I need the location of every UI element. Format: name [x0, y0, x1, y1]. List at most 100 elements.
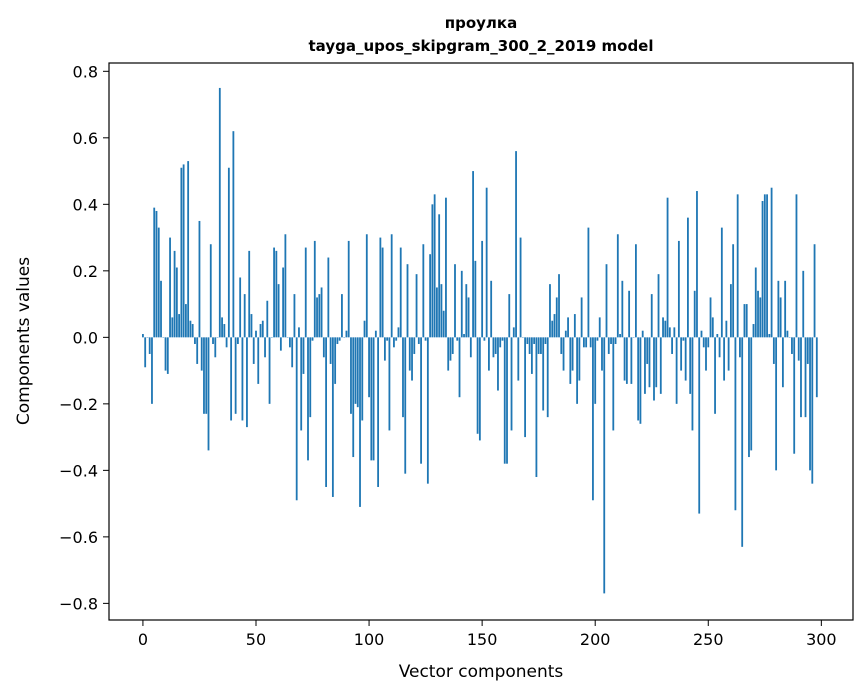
bar-239: [682, 337, 685, 341]
bar-236: [675, 337, 678, 404]
bar-55: [266, 300, 269, 338]
bar-13: [171, 317, 174, 338]
bar-293: [804, 337, 807, 418]
x-tick-label: 150: [467, 630, 498, 649]
bar-268: [748, 337, 750, 458]
bar-31: [212, 337, 214, 344]
bar-73: [307, 337, 309, 461]
bar-261: [732, 244, 735, 338]
bar-11: [166, 337, 169, 374]
bar-256: [720, 227, 723, 338]
x-tick-label: 0: [138, 630, 148, 649]
bar-34: [218, 87, 221, 338]
bar-79: [320, 287, 323, 338]
bar-141: [460, 270, 463, 338]
bar-51: [257, 337, 260, 384]
bar-25: [198, 220, 201, 338]
bar-80: [322, 337, 325, 358]
bar-102: [372, 337, 375, 461]
bar-284: [784, 280, 787, 338]
bar-287: [791, 337, 793, 354]
bar-46: [246, 337, 248, 428]
bar-258: [725, 320, 728, 338]
bar-274: [761, 201, 764, 338]
bar-166: [517, 337, 520, 381]
bar-183: [555, 297, 558, 338]
bar-58: [273, 247, 275, 338]
bar-series: [142, 87, 818, 594]
bar-255: [718, 337, 721, 358]
bar-76: [313, 240, 316, 338]
x-tick-label: 50: [246, 630, 266, 649]
y-tick-label: 0.8: [73, 62, 98, 81]
bar-224: [648, 337, 651, 388]
bar-298: [815, 337, 818, 398]
bar-179: [546, 337, 549, 418]
bar-187: [564, 330, 567, 338]
bar-206: [607, 337, 610, 354]
x-tick-label: 250: [693, 630, 724, 649]
bar-50: [255, 330, 257, 338]
bar-95: [356, 337, 359, 408]
bar-150: [481, 240, 484, 338]
bar-72: [304, 247, 307, 338]
bar-158: [499, 337, 502, 348]
bar-175: [537, 337, 540, 354]
bar-104: [377, 337, 380, 487]
bar-63: [284, 234, 287, 338]
bar-210: [616, 234, 619, 338]
bar-181: [551, 320, 554, 338]
bar-14: [173, 250, 176, 338]
bar-21: [189, 320, 192, 338]
bar-155: [492, 337, 495, 358]
bar-148: [476, 337, 479, 434]
bar-213: [623, 337, 626, 381]
y-tick-label: 0.2: [73, 262, 98, 281]
bar-245: [696, 191, 698, 338]
bar-257: [723, 337, 726, 381]
bar-138: [454, 264, 456, 338]
bar-191: [573, 314, 576, 338]
bar-67: [293, 294, 296, 338]
y-tick-label: 0.6: [73, 129, 98, 148]
bar-143: [465, 284, 468, 338]
bar-59: [275, 250, 278, 338]
bar-163: [510, 337, 513, 431]
bar-230: [662, 317, 664, 338]
y-axis-label: Components values: [14, 257, 34, 425]
bar-249: [705, 337, 707, 371]
bar-23: [194, 337, 196, 344]
y-tick-label: −0.2: [59, 395, 98, 414]
bar-92: [350, 337, 352, 414]
bar-235: [673, 327, 676, 338]
bar-182: [553, 314, 556, 338]
bar-124: [422, 244, 425, 338]
bar-117: [406, 264, 409, 338]
bar-116: [404, 337, 407, 474]
bar-48: [250, 314, 253, 338]
bar-186: [562, 337, 565, 371]
bar-292: [802, 270, 805, 338]
bar-108: [386, 337, 389, 341]
bar-200: [594, 337, 597, 404]
y-tick-label: 0.4: [73, 195, 98, 214]
bar-167: [519, 237, 522, 338]
bar-97: [361, 337, 364, 421]
bar-215: [628, 290, 631, 338]
bar-241: [687, 217, 689, 338]
bar-212: [621, 280, 624, 338]
bar-157: [497, 337, 499, 391]
bar-297: [813, 244, 816, 338]
bar-193: [578, 337, 581, 381]
y-tick-label: 0.0: [73, 328, 98, 347]
bar-71: [302, 337, 305, 374]
bar-106: [381, 247, 384, 338]
plot-frame: [108, 62, 854, 621]
bar-19: [184, 304, 187, 338]
bar-24: [196, 337, 199, 364]
bar-26: [200, 337, 203, 371]
bar-211: [619, 334, 621, 338]
bar-91: [347, 240, 350, 338]
bar-291: [800, 337, 802, 418]
bar-35: [221, 317, 223, 338]
